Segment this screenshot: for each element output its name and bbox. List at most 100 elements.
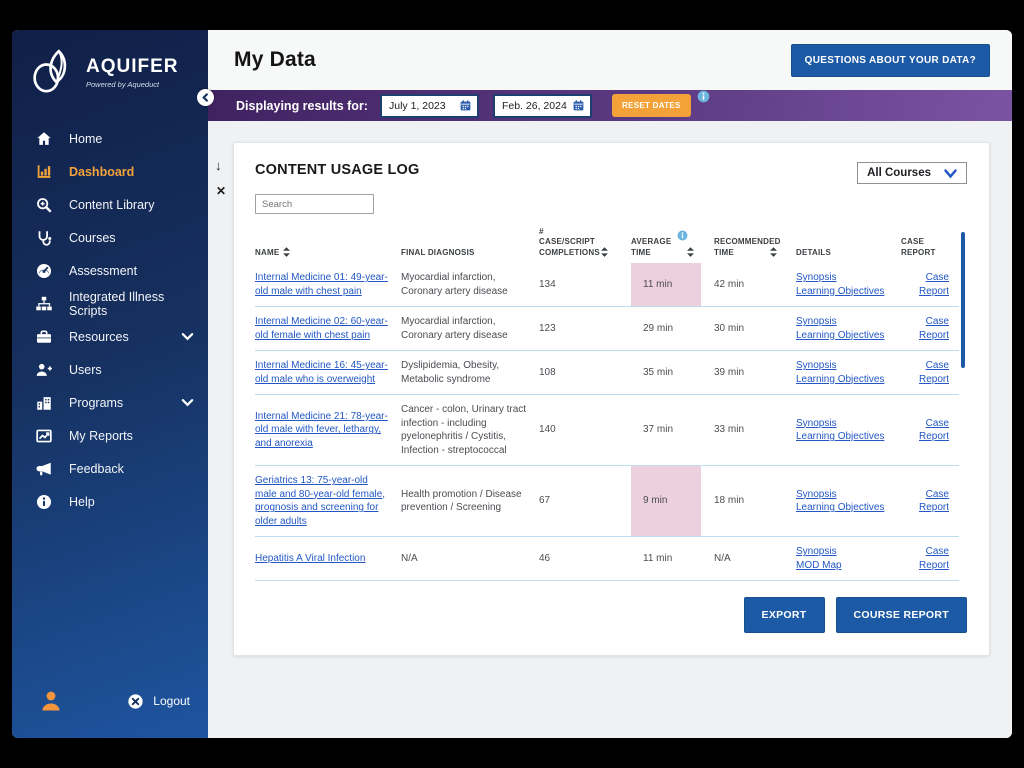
recommended-time-cell: 30 min <box>714 322 745 334</box>
user-plus-icon <box>34 360 54 380</box>
sidebar-item-label: Home <box>69 131 103 146</box>
logout-x-icon <box>127 693 144 710</box>
learning-objectives-link[interactable]: Learning Objectives <box>796 502 885 514</box>
case-name-link[interactable]: Internal Medicine 21: 78-year-old male w… <box>255 410 388 449</box>
app-window: AQUIFER Powered by Aqueduct Home Dashboa… <box>12 30 1012 738</box>
completions-cell: 123 <box>539 322 556 334</box>
close-icon[interactable]: ✕ <box>216 184 227 198</box>
synopsis-link[interactable]: Synopsis <box>796 488 837 500</box>
case-report-link[interactable]: Case Report <box>918 417 949 443</box>
date-filter-bar: Displaying results for: RESET DATES <box>197 89 1012 121</box>
synopsis-link[interactable]: Synopsis <box>796 272 837 284</box>
case-name-link[interactable]: Internal Medicine 02: 60-year-old female… <box>255 316 388 341</box>
case-report-link[interactable]: Case Report <box>918 360 949 385</box>
case-report-link[interactable]: Case Report <box>918 272 949 297</box>
info-icon[interactable] <box>677 230 688 241</box>
info-icon[interactable] <box>697 90 710 103</box>
sidebar-item-integrated-illness-scripts[interactable]: Integrated Illness Scripts <box>12 287 208 320</box>
questions-about-data-button[interactable]: QUESTIONS ABOUT YOUR DATA? <box>790 43 990 77</box>
synopsis-link[interactable]: Synopsis <box>796 316 837 328</box>
sidebar-item-dashboard[interactable]: Dashboard <box>12 155 208 188</box>
case-report-link[interactable]: Case Report <box>918 488 949 514</box>
briefcase-icon <box>34 327 54 347</box>
final-diagnosis-cell: Myocardial infarction, Coronary artery d… <box>401 272 508 297</box>
sort-icon[interactable] <box>687 247 694 257</box>
end-date-input[interactable] <box>501 99 572 112</box>
search-input[interactable] <box>255 194 374 214</box>
gauge-icon <box>34 261 54 281</box>
avatar[interactable] <box>38 688 64 714</box>
case-report-link[interactable]: Case Report <box>918 546 949 571</box>
case-name-link[interactable]: Geriatrics 13: 75-year-old male and 80-y… <box>255 475 386 527</box>
sidebar: AQUIFER Powered by Aqueduct Home Dashboa… <box>12 30 208 738</box>
final-diagnosis-cell: N/A <box>401 552 418 564</box>
end-date-field[interactable] <box>492 93 592 118</box>
case-name-link[interactable]: Internal Medicine 01: 49-year-old male w… <box>255 272 388 297</box>
synopsis-link[interactable]: Synopsis <box>796 546 837 558</box>
collapse-back-button[interactable] <box>197 89 214 106</box>
sidebar-item-label: Courses <box>69 230 116 245</box>
page-header: My Data QUESTIONS ABOUT YOUR DATA? <box>208 30 1012 90</box>
start-date-input[interactable] <box>388 99 459 112</box>
brand-logo: AQUIFER Powered by Aqueduct <box>12 30 208 108</box>
sidebar-item-assessment[interactable]: Assessment <box>12 254 208 287</box>
column-header-final-diagnosis: FINAL DIAGNOSIS <box>401 247 475 257</box>
case-report-cell: Case Report <box>901 480 959 523</box>
recommended-time-cell: 33 min <box>714 424 745 436</box>
learning-objectives-link[interactable]: Learning Objectives <box>796 431 885 443</box>
case-report-link[interactable]: Case Report <box>918 316 949 341</box>
column-header-completions: # CASE/SCRIPT COMPLETIONS <box>539 227 631 258</box>
table-row: Geriatrics 13: 75-year-old male and 80-y… <box>255 466 959 538</box>
learning-objectives-link[interactable]: Learning Objectives <box>796 329 885 341</box>
card-actions: EXPORT COURSE REPORT <box>255 597 967 634</box>
course-filter-dropdown[interactable]: All Courses <box>857 162 967 184</box>
sort-icon[interactable] <box>283 247 291 257</box>
logout-label: Logout <box>153 694 190 708</box>
synopsis-link[interactable]: Synopsis <box>796 360 837 372</box>
case-name-link[interactable]: Internal Medicine 16: 45-year-old male w… <box>255 360 388 385</box>
logout-button[interactable]: Logout <box>127 693 190 710</box>
column-header-case-report: CASE REPORT <box>901 237 936 257</box>
sidebar-nav: Home Dashboard Content Library Courses <box>12 122 208 518</box>
course-filter-value: All Courses <box>867 167 931 179</box>
sidebar-item-my-reports[interactable]: My Reports <box>12 419 208 452</box>
learning-objectives-link[interactable]: Learning Objectives <box>796 285 885 297</box>
sidebar-item-label: Integrated Illness Scripts <box>69 289 165 318</box>
content-area: ↓ ✕ CONTENT USAGE LOG All Courses <box>208 121 1012 738</box>
brand-tagline: Powered by Aqueduct <box>86 79 160 89</box>
sidebar-item-users[interactable]: Users <box>12 353 208 386</box>
table-scrollbar[interactable] <box>961 232 965 368</box>
sidebar-item-resources[interactable]: Resources <box>12 320 208 353</box>
table-header-row: NAME FINAL DIAGNOSIS # CASE/SCRIPT COMPL… <box>255 227 959 263</box>
case-report-cell: Case Report <box>901 537 959 580</box>
course-report-button[interactable]: COURSE REPORT <box>835 597 967 634</box>
case-name-link[interactable]: Hepatitis A Viral Infection <box>255 552 366 564</box>
sidebar-item-feedback[interactable]: Feedback <box>12 452 208 485</box>
average-time-cell: 11 min <box>631 263 714 307</box>
filter-label: Displaying results for: <box>236 98 368 113</box>
final-diagnosis-cell: Dyslipidemia, Obesity, Metabolic syndrom… <box>401 360 500 385</box>
sidebar-item-help[interactable]: Help <box>12 485 208 518</box>
download-arrow-icon[interactable]: ↓ <box>215 158 222 173</box>
sort-icon[interactable] <box>601 247 608 257</box>
sidebar-item-home[interactable]: Home <box>12 122 208 155</box>
mod-map-link[interactable]: MOD Map <box>796 559 842 571</box>
sort-icon[interactable] <box>770 247 777 257</box>
buildings-icon <box>34 393 54 413</box>
sidebar-item-content-library[interactable]: Content Library <box>12 188 208 221</box>
sidebar-item-programs[interactable]: Programs <box>12 386 208 419</box>
export-button[interactable]: EXPORT <box>743 597 825 634</box>
reset-dates-button[interactable]: RESET DATES <box>611 94 691 117</box>
case-report-cell: Case Report <box>901 409 959 452</box>
case-report-cell: Case Report <box>901 351 959 394</box>
table-row: Internal Medicine 21: 78-year-old male w… <box>255 395 959 467</box>
recommended-time-cell: 42 min <box>714 278 745 290</box>
sidebar-item-courses[interactable]: Courses <box>12 221 208 254</box>
learning-objectives-link[interactable]: Learning Objectives <box>796 373 885 385</box>
content-usage-log-card: CONTENT USAGE LOG All Courses NAME <box>233 142 990 657</box>
card-title: CONTENT USAGE LOG <box>255 162 420 178</box>
synopsis-link[interactable]: Synopsis <box>796 417 837 429</box>
calendar-icon <box>459 99 472 112</box>
recommended-time-cell: 39 min <box>714 366 745 378</box>
start-date-field[interactable] <box>379 93 479 118</box>
